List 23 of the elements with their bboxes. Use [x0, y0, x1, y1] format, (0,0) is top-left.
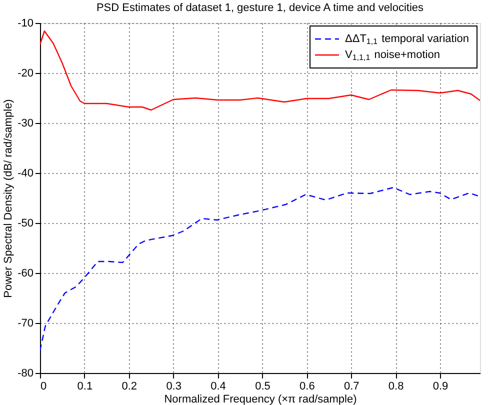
y-tick-label: -60	[18, 268, 34, 280]
line-series	[40, 186, 480, 352]
x-tick-label: 0.7	[344, 380, 360, 392]
y-tick-label: -80	[18, 368, 34, 380]
y-tick-label: -30	[18, 118, 34, 130]
x-tick-label: 0	[40, 380, 47, 392]
y-tick-label: -40	[18, 168, 34, 180]
x-tick-label: 0.8	[388, 380, 404, 392]
x-tick-label: 0.4	[210, 380, 226, 392]
x-tick-label: 0.9	[432, 380, 448, 392]
x-tick-label: 0.5	[255, 380, 270, 392]
x-tick-label: 0.1	[77, 380, 93, 392]
y-tick-label: -70	[18, 318, 34, 330]
y-tick-label: -20	[18, 68, 34, 80]
x-tick-label: 0.2	[122, 380, 138, 392]
y-axis-title: Power Spectral Density (dB/ rad/sample)	[2, 99, 15, 298]
chart-title: PSD Estimates of dataset 1, gesture 1, device A time and velocities	[96, 2, 424, 14]
x-tick-label: 0.6	[300, 380, 315, 392]
x-tick-label: 0.3	[166, 380, 182, 392]
y-tick-label: -10	[18, 18, 34, 30]
line-series	[40, 30, 480, 111]
x-axis-title: Normalized Frequency (×π rad/sample)	[164, 394, 357, 405]
y-tick-label: -50	[18, 218, 34, 230]
